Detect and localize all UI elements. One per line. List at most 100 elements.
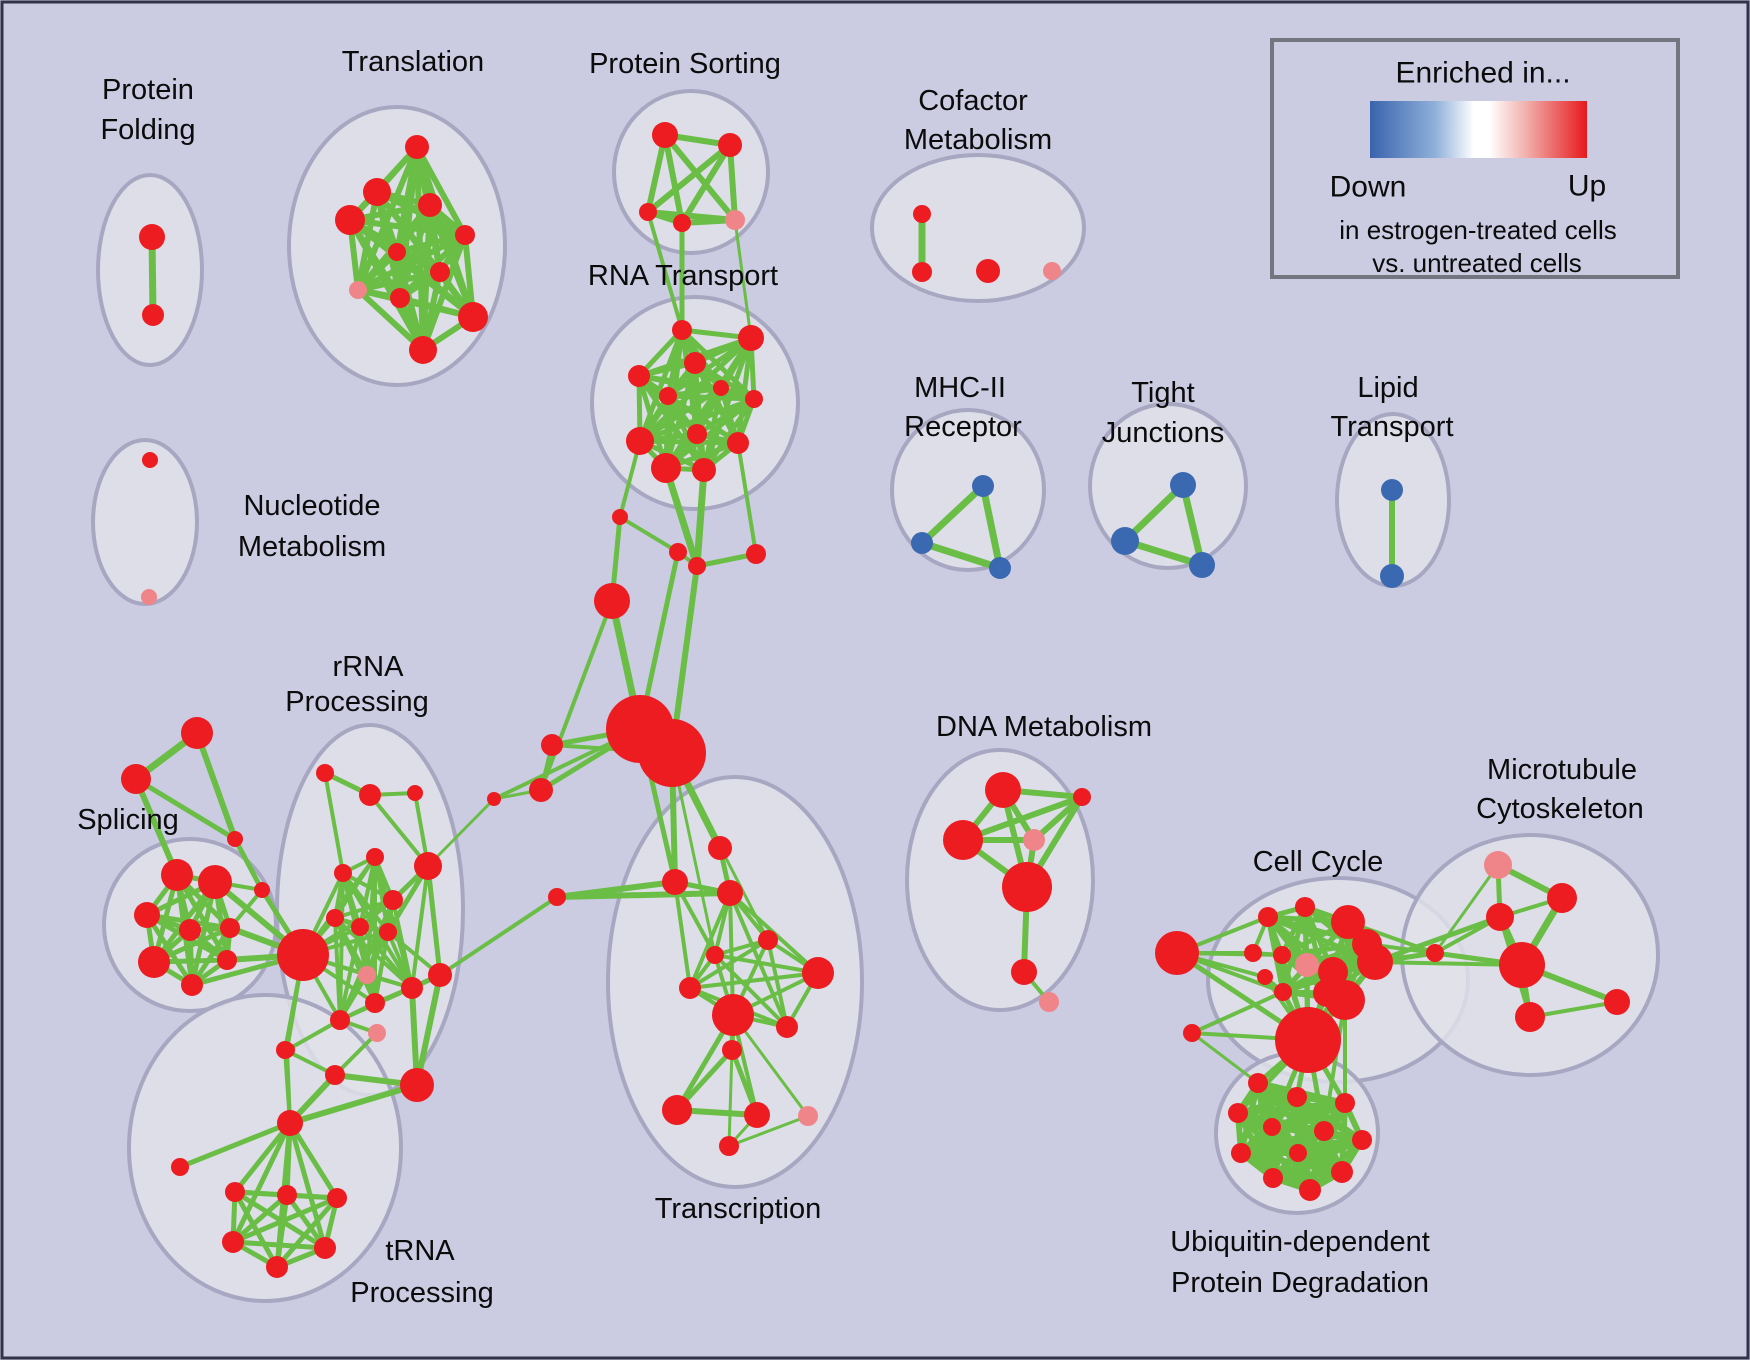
gene-set-node <box>1295 897 1315 917</box>
gene-set-node <box>1499 942 1545 988</box>
cluster-label-tight-junctions: Tight <box>1131 377 1194 409</box>
gene-set-node <box>198 865 232 899</box>
cluster-label-mhc-ii-receptor: MHC-II <box>914 372 1006 404</box>
gene-set-node <box>1604 989 1630 1015</box>
edge <box>355 287 426 353</box>
cluster-ellipse-dna-metabolism <box>905 748 1095 1012</box>
edge <box>646 210 684 332</box>
edge <box>230 1239 328 1251</box>
gene-set-node <box>912 262 932 282</box>
gene-set-node <box>1380 564 1404 588</box>
gene-set-node <box>1295 953 1319 977</box>
gene-set-node <box>179 919 201 941</box>
edge <box>727 142 738 223</box>
edge <box>662 132 738 223</box>
cluster-label-cofactor-metabolism: Metabolism <box>904 124 1052 156</box>
cluster-label-rna-transport: RNA Transport <box>588 260 778 292</box>
cluster-label-protein-folding: Protein <box>102 74 194 106</box>
gene-set-node <box>366 848 384 866</box>
edge <box>355 249 400 293</box>
edge <box>333 898 395 920</box>
edge <box>232 1189 280 1270</box>
edge <box>438 895 559 977</box>
gene-set-node <box>139 224 165 250</box>
edge <box>410 864 430 990</box>
edge <box>688 891 732 990</box>
nodes-layer <box>121 122 1630 1278</box>
gene-set-node <box>662 869 688 895</box>
edge <box>670 751 717 957</box>
gene-set-node <box>1426 944 1444 962</box>
gene-set-node <box>718 133 742 157</box>
cluster-label-rrna-processing: rRNA <box>333 651 405 683</box>
gene-set-node <box>390 288 410 308</box>
gene-set-node <box>418 193 442 217</box>
gene-set-node <box>368 1024 386 1042</box>
edge <box>693 466 708 570</box>
edge <box>637 327 685 444</box>
gene-set-node <box>659 387 677 405</box>
cluster-label-nucleotide-metabolism: Nucleotide <box>243 490 380 522</box>
edge <box>230 1120 293 1245</box>
gene-set-node <box>1515 1002 1545 1032</box>
gene-set-node <box>1043 262 1061 280</box>
gene-set-node <box>222 1231 244 1253</box>
edge <box>133 776 180 878</box>
edge <box>662 132 685 226</box>
edge <box>688 938 770 990</box>
edge <box>368 793 430 868</box>
edge <box>232 836 265 893</box>
gene-set-node <box>727 432 749 454</box>
gene-set-node <box>409 336 437 364</box>
edge <box>358 925 414 990</box>
edge <box>766 938 789 1029</box>
gene-set-node <box>220 918 240 938</box>
edge <box>425 863 443 978</box>
gene-set-node <box>1486 903 1514 931</box>
gene-set-node <box>1381 479 1403 501</box>
gene-set-node <box>688 557 706 575</box>
gene-set-node <box>327 1188 347 1208</box>
edge <box>673 880 692 990</box>
gene-set-node <box>713 380 729 396</box>
gene-set-node <box>217 950 237 970</box>
cluster-label-protein-folding: Folding <box>100 114 195 146</box>
gene-set-node <box>181 974 203 996</box>
gene-set-node <box>134 902 160 928</box>
legend-subtitle-line2: vs. untreated cells <box>1372 248 1582 278</box>
gene-set-node <box>142 452 158 468</box>
gene-set-node <box>487 792 501 806</box>
gene-set-node <box>171 1158 189 1176</box>
gene-set-node <box>161 859 193 891</box>
gene-set-node <box>121 764 151 794</box>
gene-set-node <box>1155 931 1199 975</box>
gene-set-node <box>400 1068 434 1102</box>
edge <box>274 1195 340 1270</box>
edge <box>333 916 377 1005</box>
edge <box>148 233 157 319</box>
gene-set-node <box>227 831 243 847</box>
cluster-label-splicing: Splicing <box>77 804 179 836</box>
gene-set-node <box>943 820 983 860</box>
legend-gradient-bar <box>1370 101 1587 158</box>
edge <box>679 327 757 402</box>
gene-set-node <box>1244 944 1262 962</box>
gene-set-node <box>428 963 452 987</box>
edge <box>189 925 233 988</box>
edge <box>727 1114 810 1148</box>
gene-set-node <box>911 532 933 554</box>
cluster-label-cofactor-metabolism: Cofactor <box>918 85 1028 117</box>
gene-set-node <box>548 888 566 906</box>
gene-set-node <box>1257 969 1273 985</box>
cluster-label-dna-metabolism: DNA Metabolism <box>936 711 1152 743</box>
edge <box>637 396 757 444</box>
gene-set-node <box>141 589 157 605</box>
gene-set-node <box>1274 983 1292 1001</box>
edge <box>230 1195 340 1245</box>
gene-set-node <box>326 909 344 927</box>
edge <box>232 1120 293 1195</box>
cluster-label-cell-cycle: Cell Cycle <box>1253 846 1384 878</box>
cluster-ellipse-mhc-ii-receptor <box>890 408 1046 572</box>
gene-set-node <box>1331 905 1365 939</box>
gene-set-node <box>1325 980 1365 1020</box>
